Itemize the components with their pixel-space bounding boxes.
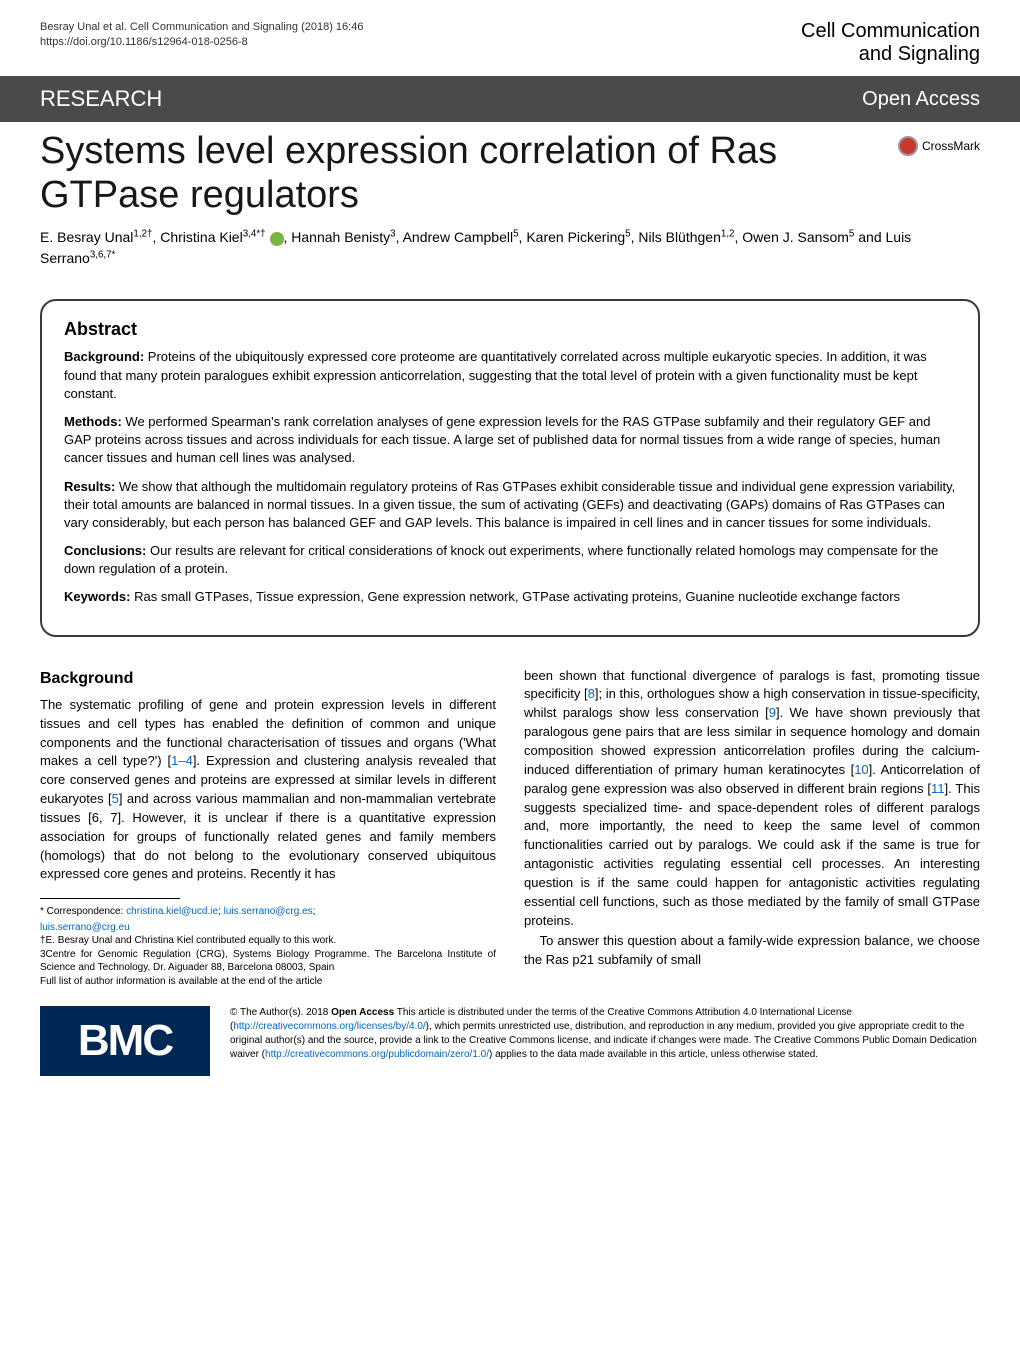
journal-name: Cell Communication and Signaling xyxy=(801,20,980,66)
background-text: Proteins of the ubiquitously expressed c… xyxy=(64,349,927,400)
background-label: Background: xyxy=(64,349,144,364)
equal-contribution: †E. Besray Unal and Christina Kiel contr… xyxy=(40,934,496,948)
left-column: Background The systematic profiling of g… xyxy=(40,667,496,989)
background-heading: Background xyxy=(40,667,496,690)
body-paragraph-3: To answer this question about a family-w… xyxy=(524,932,980,970)
crossmark-label: CrossMark xyxy=(922,139,980,153)
crossmark-icon xyxy=(898,136,918,156)
orcid-icon xyxy=(270,232,284,246)
license-text: © The Author(s). 2018 Open Access This a… xyxy=(230,1006,980,1062)
citation-doi: https://doi.org/10.1186/s12964-018-0256-… xyxy=(40,35,363,50)
bmc-logo-text: BMC xyxy=(78,1016,172,1066)
body-paragraph-1: The systematic profiling of gene and pro… xyxy=(40,696,496,884)
research-label: RESEARCH xyxy=(40,86,162,112)
right-column: been shown that functional divergence of… xyxy=(524,667,980,989)
body-columns: Background The systematic profiling of g… xyxy=(0,657,1020,989)
page-header: Besray Unal et al. Cell Communication an… xyxy=(0,0,1020,76)
abstract-methods: Methods: We performed Spearman's rank co… xyxy=(64,413,956,468)
results-label: Results: xyxy=(64,479,115,494)
footnotes: * Correspondence: christina.kiel@ucd.ie;… xyxy=(40,884,496,988)
article-title: Systems level expression correlation of … xyxy=(40,130,898,217)
citation-block: Besray Unal et al. Cell Communication an… xyxy=(40,20,363,51)
authors-list: E. Besray Unal1,2†, Christina Kiel3,4*† … xyxy=(0,217,1020,279)
body-paragraph-2: been shown that functional divergence of… xyxy=(524,667,980,931)
correspondence-label: * Correspondence: xyxy=(40,906,123,917)
bmc-logo: BMC xyxy=(40,1006,210,1076)
crossmark-badge[interactable]: CrossMark xyxy=(898,136,980,156)
full-author-list-note: Full list of author information is avail… xyxy=(40,975,496,989)
email-2[interactable]: luis.serrano@crg.es xyxy=(224,906,313,917)
correspondence-line: * Correspondence: christina.kiel@ucd.ie;… xyxy=(40,905,496,919)
journal-top: Cell Communication xyxy=(801,20,980,42)
abstract-box: Abstract Background: Proteins of the ubi… xyxy=(40,299,980,636)
methods-label: Methods: xyxy=(64,414,122,429)
journal-bottom: and Signaling xyxy=(859,43,980,65)
conclusions-text: Our results are relevant for critical co… xyxy=(64,543,938,576)
open-access-label: Open Access xyxy=(862,88,980,111)
keywords-text: Ras small GTPases, Tissue expression, Ge… xyxy=(134,589,900,604)
license-row: BMC © The Author(s). 2018 Open Access Th… xyxy=(0,988,1020,1096)
research-bar: RESEARCH Open Access xyxy=(0,76,1020,122)
abstract-background: Background: Proteins of the ubiquitously… xyxy=(64,348,956,403)
abstract-conclusions: Conclusions: Our results are relevant fo… xyxy=(64,542,956,578)
abstract-heading: Abstract xyxy=(64,319,956,340)
abstract-results: Results: We show that although the multi… xyxy=(64,478,956,533)
conclusions-label: Conclusions: xyxy=(64,543,146,558)
email-3[interactable]: luis.serrano@crg.eu xyxy=(40,921,496,935)
results-text: We show that although the multidomain re… xyxy=(64,479,955,530)
affiliation-3: 3Centre for Genomic Regulation (CRG), Sy… xyxy=(40,948,496,975)
abstract-keywords: Keywords: Ras small GTPases, Tissue expr… xyxy=(64,588,956,606)
methods-text: We performed Spearman's rank correlation… xyxy=(64,414,940,465)
citation-line1: Besray Unal et al. Cell Communication an… xyxy=(40,20,363,35)
title-row: Systems level expression correlation of … xyxy=(0,122,1020,217)
keywords-label: Keywords: xyxy=(64,589,130,604)
footnote-divider xyxy=(40,898,180,899)
email-1[interactable]: christina.kiel@ucd.ie xyxy=(126,906,218,917)
